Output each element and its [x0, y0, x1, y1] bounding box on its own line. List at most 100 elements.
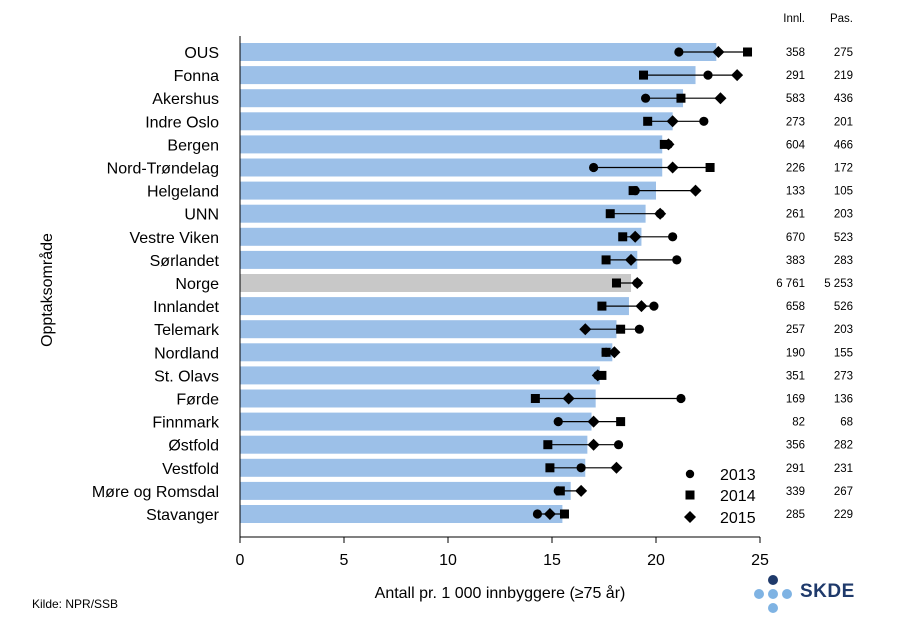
pas-value: 526 — [834, 301, 853, 313]
category-label: Finnmark — [152, 415, 220, 432]
bar — [240, 274, 632, 292]
innl-value: 133 — [786, 186, 805, 198]
marker-2015 — [712, 46, 725, 58]
bar — [240, 112, 673, 131]
pas-value: 275 — [834, 47, 853, 59]
category-label: Møre og Romsdal — [92, 484, 219, 501]
marker-2014 — [559, 509, 569, 519]
marker-2015 — [666, 161, 679, 174]
pas-value: 229 — [834, 509, 853, 521]
bar — [240, 458, 586, 477]
marker-2015 — [629, 230, 642, 243]
bar — [240, 343, 613, 362]
marker-2014 — [543, 440, 553, 450]
marker-2015 — [579, 323, 592, 336]
marker-2014 — [616, 324, 626, 334]
marker-2014 — [676, 93, 686, 103]
x-tick-label: 10 — [439, 552, 457, 569]
marker-2014 — [601, 255, 611, 265]
pas-value: 203 — [834, 324, 853, 336]
pas-value: 136 — [834, 394, 853, 406]
innl-value: 358 — [786, 47, 805, 59]
innl-value: 291 — [786, 70, 805, 82]
innl-value: 261 — [786, 209, 805, 221]
marker-2015 — [662, 138, 675, 151]
marker-2014 — [628, 186, 638, 196]
bar — [240, 43, 717, 61]
innl-value: 273 — [786, 116, 805, 128]
pas-value: 283 — [834, 255, 853, 267]
bar — [240, 250, 638, 269]
logo-dot-left-mid — [754, 589, 764, 599]
innl-value: 339 — [786, 486, 805, 498]
pas-value: 105 — [834, 186, 853, 198]
bar — [240, 158, 663, 177]
marker-2013 — [532, 509, 543, 519]
y-axis-title: Opptaksområde — [38, 233, 56, 347]
innl-value: 190 — [786, 347, 805, 359]
marker-2015 — [731, 69, 744, 82]
innl-value: 285 — [786, 509, 805, 521]
category-label: Østfold — [168, 438, 219, 455]
innl-value: 583 — [786, 93, 805, 105]
pas-value: 68 — [840, 417, 853, 429]
marker-2015 — [587, 415, 600, 428]
marker-2015 — [635, 300, 648, 313]
marker-2014 — [611, 278, 621, 288]
innl-value: 670 — [786, 232, 805, 244]
category-label: Akershus — [152, 91, 219, 108]
innl-value: 6 761 — [776, 278, 805, 290]
marker-2015 — [608, 346, 621, 359]
marker-2015 — [714, 92, 727, 105]
pas-value: 523 — [834, 232, 853, 244]
legend-label: 2014 — [720, 488, 756, 505]
bar — [240, 66, 696, 85]
marker-2015 — [587, 438, 600, 451]
pas-value: 203 — [834, 209, 853, 221]
category-label: Stavanger — [146, 507, 220, 524]
marker-2014 — [643, 116, 653, 126]
pas-value: 267 — [834, 486, 853, 498]
category-label: St. Olavs — [154, 368, 219, 385]
pas-value: 172 — [834, 163, 853, 175]
bar — [240, 204, 646, 223]
marker-2015 — [666, 115, 679, 128]
marker-2014 — [618, 232, 628, 242]
innl-value: 82 — [792, 417, 805, 429]
marker-2013 — [672, 255, 682, 265]
x-tick-label: 5 — [340, 552, 349, 569]
category-label: Innlandet — [153, 299, 219, 316]
innl-value: 257 — [786, 324, 805, 336]
innl-value: 169 — [786, 394, 805, 406]
category-label: Norge — [175, 276, 219, 293]
x-axis-title: Antall pr. 1 000 innbyggere (≥75 år) — [375, 584, 626, 602]
marker-2014 — [530, 394, 540, 403]
marker-2013 — [553, 417, 563, 427]
innl-value: 604 — [786, 139, 806, 151]
category-label: Sørlandet — [150, 253, 220, 270]
bar — [240, 89, 684, 108]
marker-2015 — [575, 484, 588, 497]
x-tick-label: 25 — [751, 552, 769, 569]
x-tick-label: 0 — [236, 552, 245, 569]
marker-2013 — [589, 162, 599, 173]
x-tick-label: 15 — [543, 552, 561, 569]
bar — [240, 389, 596, 408]
pas-value: 201 — [834, 116, 853, 128]
marker-2014 — [605, 209, 615, 219]
innl-value: 226 — [786, 163, 805, 175]
legend-marker-2013 — [685, 469, 695, 479]
category-label: Bergen — [167, 137, 219, 154]
category-label: Indre Oslo — [145, 114, 219, 131]
bar — [240, 505, 563, 523]
legend-label: 2013 — [720, 467, 756, 484]
logo-text: SKDE — [800, 581, 855, 602]
marker-2013 — [668, 232, 678, 242]
bar — [240, 135, 663, 154]
bar — [240, 435, 588, 454]
marker-2013 — [634, 324, 644, 334]
marker-2015 — [591, 369, 604, 382]
marker-2015 — [543, 508, 556, 520]
bar — [240, 227, 642, 246]
